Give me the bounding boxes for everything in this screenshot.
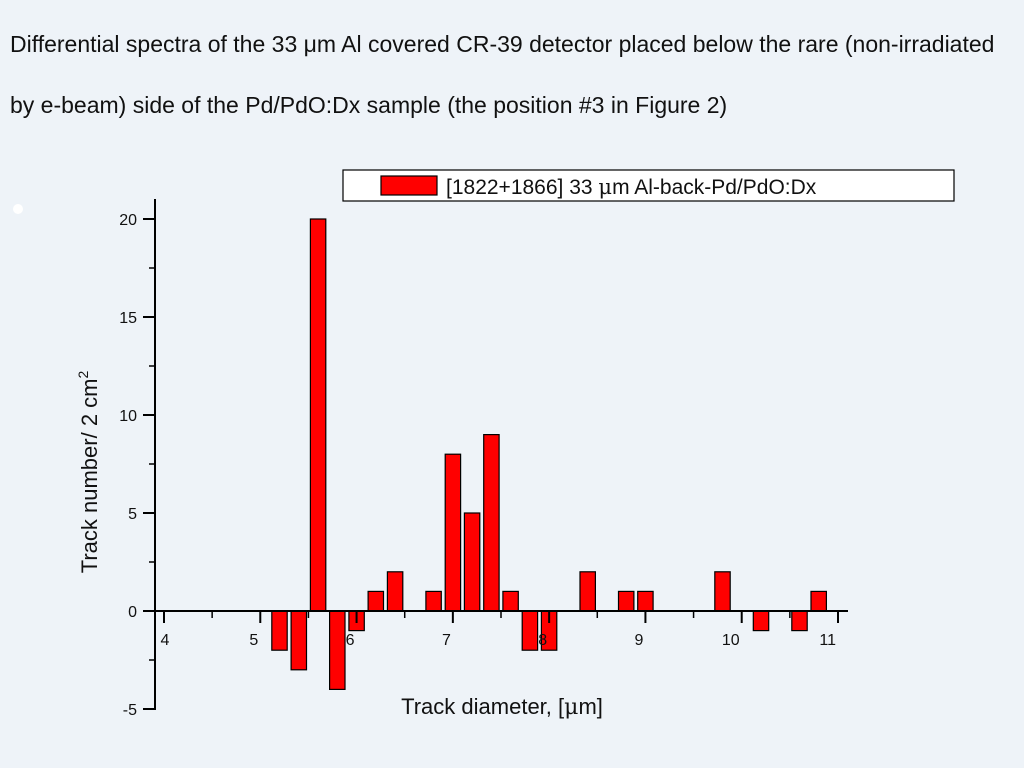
x-tick-label: 4 bbox=[161, 632, 170, 649]
bar bbox=[714, 571, 731, 612]
y-axis-title-main: Track number/ 2 cm bbox=[77, 379, 102, 574]
legend-label: [1822+1866] 33 μm Al-back-Pd/PdO:Dx bbox=[446, 175, 817, 199]
legend-swatch bbox=[380, 175, 438, 196]
slide-title: Differential spectra of the 33 μm Al cov… bbox=[10, 31, 995, 118]
y-axis-title: Track number/ 2 cm2 bbox=[75, 371, 102, 574]
x-tick-label: 6 bbox=[346, 632, 355, 649]
x-tick-label: 5 bbox=[249, 632, 258, 649]
y-tick-label: 20 bbox=[119, 212, 137, 229]
y-axis-title-sup: 2 bbox=[75, 371, 91, 379]
x-tick-label: 10 bbox=[722, 632, 740, 649]
bar bbox=[463, 512, 481, 612]
x-axis-title-mu: μ bbox=[564, 695, 578, 720]
bullet-dot bbox=[13, 204, 23, 214]
x-axis-title-suffix: m] bbox=[578, 694, 602, 719]
bar bbox=[791, 610, 808, 632]
x-axis-title-prefix: Track diameter, [ bbox=[401, 694, 564, 719]
legend-label-suffix: m Al-back-Pd/PdO:Dx bbox=[612, 176, 817, 199]
bar bbox=[386, 571, 404, 612]
x-tick-label: 7 bbox=[442, 632, 451, 649]
bar bbox=[810, 590, 827, 612]
bar bbox=[617, 590, 635, 612]
bar bbox=[502, 590, 519, 612]
legend-box bbox=[342, 169, 955, 202]
y-tick-label: 0 bbox=[128, 604, 137, 621]
bar bbox=[444, 453, 462, 612]
bar bbox=[637, 590, 654, 612]
x-axis-title: Track diameter, [μm] bbox=[401, 694, 603, 720]
axes-group: -5 0 5 10 15 20 4 5 6 7 8 9 10 11 bbox=[119, 199, 848, 719]
x-tick-label: 8 bbox=[538, 632, 547, 649]
y-tick-label: -5 bbox=[123, 702, 137, 719]
bar bbox=[579, 571, 596, 612]
x-tick-label: 9 bbox=[635, 632, 644, 649]
legend-label-mu: μ bbox=[598, 175, 612, 199]
bar bbox=[290, 610, 308, 671]
y-tick-label: 10 bbox=[119, 408, 137, 425]
bars-group bbox=[271, 218, 827, 691]
bar bbox=[483, 434, 500, 612]
legend-label-prefix: [1822+1866] 33 bbox=[446, 176, 598, 199]
y-tick-label: 5 bbox=[128, 506, 137, 523]
bar bbox=[425, 590, 442, 612]
legend: [1822+1866] 33 μm Al-back-Pd/PdO:Dx bbox=[342, 169, 955, 202]
bar bbox=[271, 610, 288, 651]
bar bbox=[752, 610, 770, 632]
bar bbox=[329, 610, 346, 691]
x-tick-label: 11 bbox=[819, 632, 836, 649]
bar bbox=[309, 218, 327, 612]
bar bbox=[367, 590, 385, 612]
y-tick-label: 15 bbox=[119, 310, 137, 327]
bar bbox=[521, 610, 539, 651]
